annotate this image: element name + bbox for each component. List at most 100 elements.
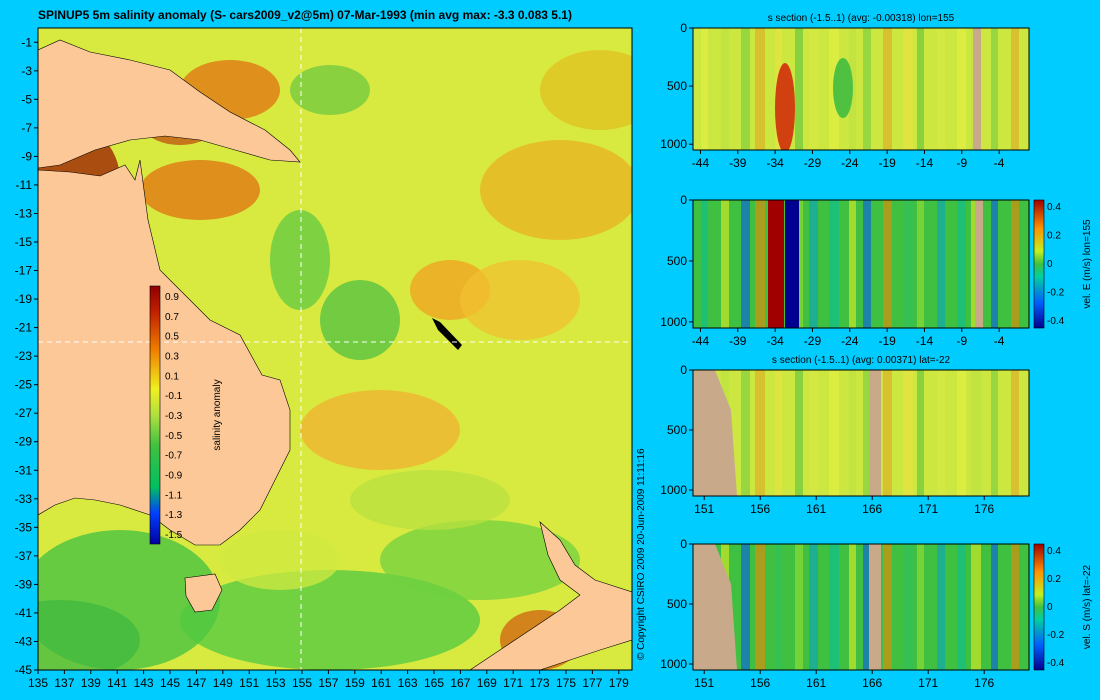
section-y-tick-label: 0: [680, 21, 687, 35]
section-band: [883, 370, 892, 496]
section-x-tick-label: -29: [804, 156, 822, 170]
map-x-tick-label: 165: [424, 676, 444, 690]
section-y-tick-label: 500: [667, 254, 687, 268]
map-frame: [37, 27, 633, 671]
section-band: [903, 544, 913, 670]
section-frame: [692, 543, 1030, 671]
anomaly-patch: [180, 570, 480, 670]
map-y-tick-label: -11: [16, 178, 33, 192]
section-x-tick-label: 156: [750, 676, 770, 690]
section-band: [701, 28, 708, 150]
section-land-gap: [973, 28, 981, 150]
colorbar-tick-label: 0.5: [165, 332, 179, 343]
section-band: [863, 200, 871, 328]
section-band: [849, 370, 856, 496]
section-land-coast: [693, 370, 737, 496]
section-band: [741, 370, 750, 496]
velocity-core-positive: [768, 200, 784, 328]
section-x-tick-label: 151: [694, 676, 714, 690]
map-x-tick-label: 157: [318, 676, 338, 690]
section-band: [883, 28, 892, 150]
section-x-tick-label: 161: [806, 676, 826, 690]
velocity-colorbar-tick-label: -0.4: [1047, 658, 1065, 669]
map-x-tick-label: 151: [239, 676, 259, 690]
map-y-tick-label: -43: [15, 634, 33, 648]
section-band: [721, 28, 729, 150]
section-band: [1011, 370, 1019, 496]
section-land-coast: [693, 544, 737, 670]
section-band: [795, 28, 803, 150]
tasmania-landmass: [184, 573, 223, 613]
map-x-tick-label: 155: [292, 676, 312, 690]
section-x-tick-label: -34: [766, 156, 784, 170]
map-x-tick-label: 179: [609, 676, 629, 690]
map-y-tick-label: -33: [15, 492, 33, 506]
velocity-colorbar-tick-label: 0.2: [1047, 231, 1061, 242]
map-x-tick-label: 161: [371, 676, 391, 690]
section-x-tick-label: -19: [878, 334, 896, 348]
colorbar-tick-label: -0.9: [165, 471, 183, 482]
colorbar-tick-label: -0.7: [165, 451, 183, 462]
anomaly-patch: [480, 140, 632, 240]
section-band: [917, 370, 924, 496]
section-y-tick-label: 500: [667, 79, 687, 93]
map-x-tick-label: 143: [134, 676, 154, 690]
colorbar-tick-label: -0.5: [165, 431, 183, 442]
velocity-core-negative: [785, 200, 799, 328]
section-band: [991, 544, 998, 670]
section-band: [937, 370, 945, 496]
map-x-axis: 135 137 139 141 143 145 147 149 151 153 155 157 159 1…: [28, 670, 629, 690]
section-band: [971, 370, 981, 496]
section-band: [849, 200, 856, 328]
section-band: [991, 200, 998, 328]
section-x-tick-label: -4: [994, 156, 1005, 170]
section-x-tick-label: -4: [994, 334, 1005, 348]
velocity-colorbar-label: vel. E (m/s) lon=155: [1082, 219, 1093, 309]
section-y-tick-label: 1000: [660, 483, 687, 497]
map-y-tick-label: -1: [21, 35, 32, 49]
anomaly-patch: [300, 390, 460, 470]
section-band: [917, 544, 924, 670]
section-band: [903, 28, 913, 150]
map-y-tick-label: -13: [15, 206, 33, 220]
section-band: [957, 544, 966, 670]
section-y-tick-label: 500: [667, 597, 687, 611]
section-x-tick-label: 166: [862, 502, 882, 516]
anomaly-patch: [460, 260, 580, 340]
section-x-tick-label: -19: [878, 156, 896, 170]
section-x-tick-label: -9: [956, 334, 967, 348]
map-title: SPINUP5 5m salinity anomaly (S- cars2009…: [38, 8, 572, 22]
section-band: [809, 370, 818, 496]
section-band: [1011, 544, 1019, 670]
section-x-tick-label: 151: [694, 502, 714, 516]
section-y-tick-label: 0: [680, 363, 687, 377]
velocity-colorbar-tick-label: 0.4: [1047, 546, 1061, 557]
section-band: [971, 544, 981, 670]
section-x-tick-label: 171: [918, 502, 938, 516]
section-band: [937, 200, 945, 328]
map-x-tick-label: 177: [582, 676, 602, 690]
colorbar-tick-label: -1.1: [165, 490, 183, 501]
section-x-tick-label: 176: [974, 502, 994, 516]
anomaly-patch: [220, 530, 340, 590]
map-y-tick-label: -17: [15, 264, 33, 278]
section-x-tick-label: -44: [692, 334, 710, 348]
map-x-tick-label: 163: [398, 676, 418, 690]
map-x-tick-label: 145: [160, 676, 180, 690]
section-band: [829, 200, 839, 328]
map-y-tick-label: -21: [15, 321, 33, 335]
map-x-tick-label: 135: [28, 676, 48, 690]
map-x-tick-label: 173: [530, 676, 550, 690]
velocity-colorbar-tick-label: -0.2: [1047, 630, 1065, 641]
velocity-colorbar-tick-label: 0: [1047, 259, 1053, 270]
section-band: [917, 28, 924, 150]
section-band: [741, 544, 750, 670]
section-band: [903, 200, 913, 328]
map-panel: SPINUP5 5m salinity anomaly (S- cars2009…: [15, 8, 633, 690]
velocity-colorbar: [1033, 543, 1045, 671]
section-band: [1011, 200, 1019, 328]
colorbar-label: salinity anomaly: [212, 379, 223, 450]
anomaly-patch: [320, 280, 400, 360]
colorbar-tick-label: -0.1: [165, 391, 183, 402]
section-band: [957, 28, 966, 150]
